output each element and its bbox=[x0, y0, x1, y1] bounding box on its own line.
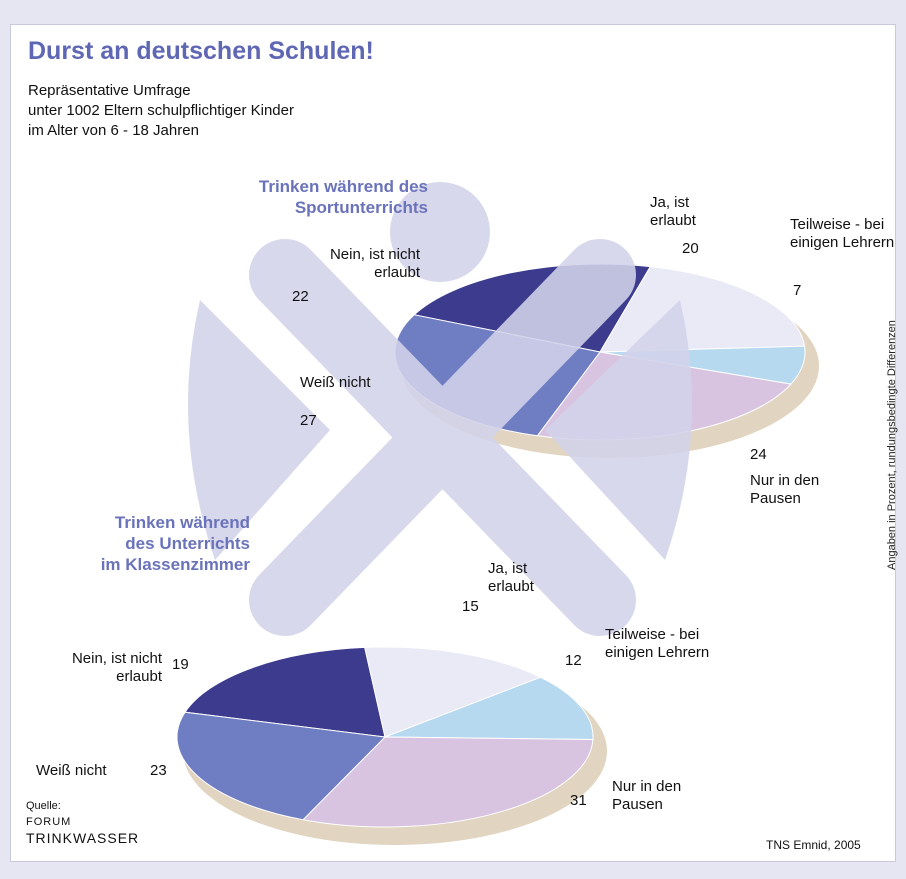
pie-title-line: im Klassenzimmer bbox=[101, 554, 250, 575]
subtitle-line: im Alter von 6 - 18 Jahren bbox=[28, 122, 199, 140]
slice-label: Nein, ist nicht erlaubt bbox=[40, 650, 162, 686]
slice-value: 12 bbox=[565, 652, 582, 670]
slice-label: Nur in den Pausen bbox=[750, 472, 830, 508]
slice-label: Ja, ist erlaubt bbox=[650, 194, 730, 230]
source-line: FORUM bbox=[26, 816, 71, 829]
pie-title-line: Trinken während bbox=[101, 512, 250, 533]
pie-title-line: des Unterrichts bbox=[101, 533, 250, 554]
subtitle-line: Repräsentative Umfrage bbox=[28, 82, 191, 100]
slice-value: 24 bbox=[750, 446, 767, 464]
watermark bbox=[188, 182, 692, 600]
slice-label: Nein, ist nicht erlaubt bbox=[300, 246, 420, 282]
pie-title-line: Sportunterrichts bbox=[259, 197, 428, 218]
slice-value: 23 bbox=[150, 762, 167, 780]
infographic: Durst an deutschen Schulen! Repräsentati… bbox=[0, 0, 906, 879]
slice-value: 22 bbox=[292, 288, 309, 306]
slice-value: 15 bbox=[462, 598, 479, 616]
slice-value: 7 bbox=[793, 282, 801, 300]
slice-value: 20 bbox=[682, 240, 699, 258]
slice-label: Teilweise - bei einigen Lehrern bbox=[605, 626, 715, 662]
credit: TNS Emnid, 2005 bbox=[766, 836, 861, 854]
slice-value: 31 bbox=[570, 792, 587, 810]
slice-label: Weiß nicht bbox=[300, 374, 390, 392]
slice-label: Teilweise - bei einigen Lehrern bbox=[790, 216, 900, 252]
source-label: Quelle: bbox=[26, 800, 61, 813]
slice-value: 27 bbox=[300, 412, 317, 430]
slice-value: 19 bbox=[172, 656, 189, 674]
slice-label: Ja, ist erlaubt bbox=[488, 560, 568, 596]
note: Angaben in Prozent, rundungsbedingte Dif… bbox=[886, 320, 898, 570]
title: Durst an deutschen Schulen! bbox=[28, 36, 374, 66]
slice-label: Nur in den Pausen bbox=[612, 778, 692, 814]
source-line: TRINKWASSER bbox=[26, 832, 139, 845]
subtitle-line: unter 1002 Eltern schulpflichtiger Kinde… bbox=[28, 102, 294, 120]
pie-title-line: Trinken während des bbox=[259, 176, 428, 197]
slice-label: Weiß nicht bbox=[36, 762, 116, 780]
